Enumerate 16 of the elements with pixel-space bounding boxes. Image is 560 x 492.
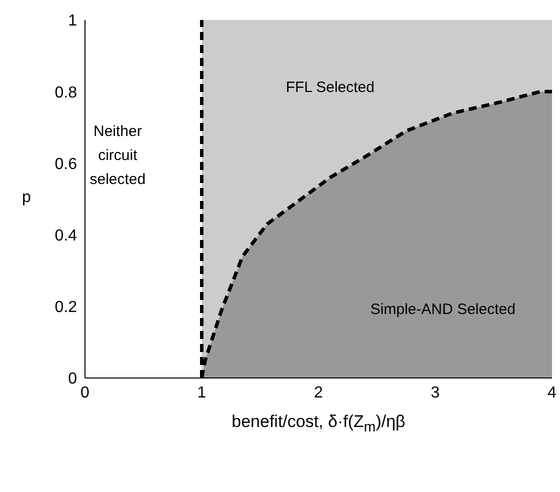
annotation: Simple-AND Selected [370,300,516,320]
y-tick-label: 0.6 [54,156,78,173]
y-tick-label: 0.8 [54,84,78,102]
y-tick-label: 1 [68,12,78,30]
x-tick-label: 2 [314,384,324,402]
y-tick-label: 0 [68,370,78,388]
x-axis-title: benefit/cost, δ·f(Z$_{m}$)/ηβ [232,412,406,436]
annotation: FFL Selected [286,78,374,98]
y-tick-label: 0.4 [54,227,78,244]
annotation: Neither circuit selected [88,122,147,190]
x-tick-label: 0 [80,384,90,402]
y-axis-title: p [22,189,31,207]
x-tick-label: 1 [197,384,206,402]
x-tick-label: 3 [430,384,440,402]
x-tick-label: 4 [548,384,557,402]
y-tick-label: 0.2 [54,299,78,316]
